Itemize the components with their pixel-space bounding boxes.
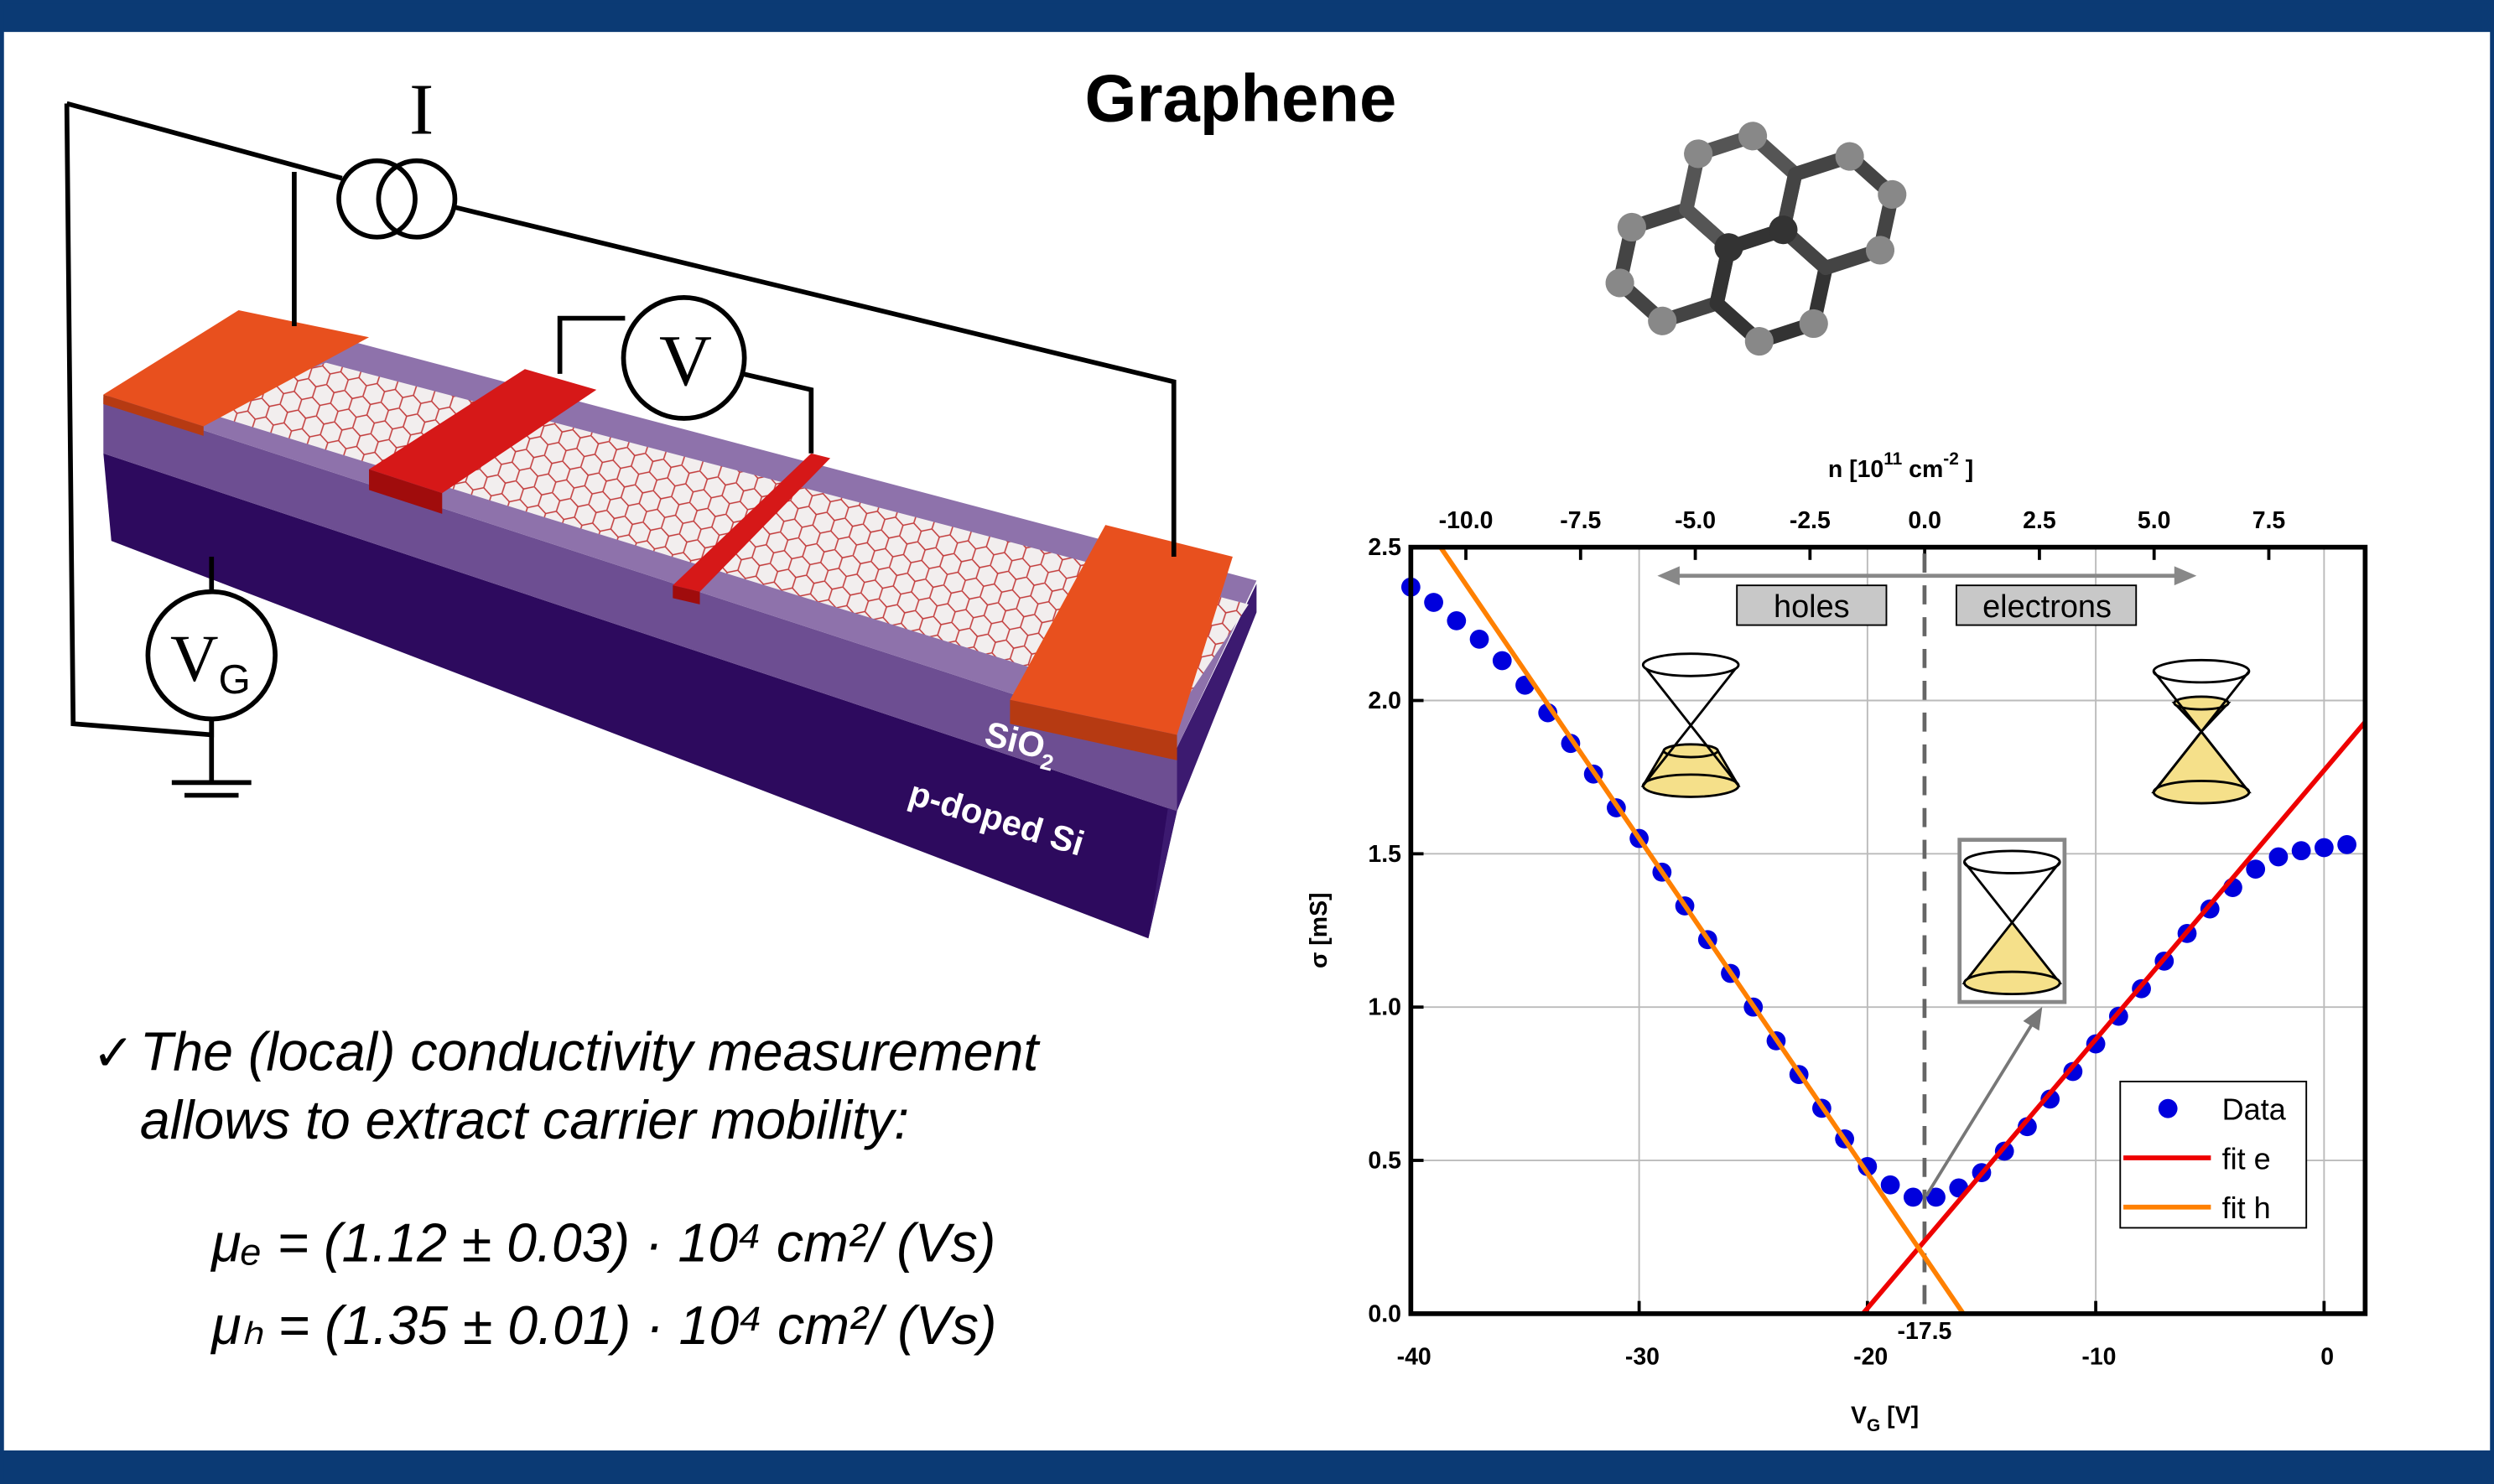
formula: μₕ = (1.35 ± 0.01) · 10⁴ cm²/ (Vs) <box>210 1295 996 1356</box>
label-sub: G <box>218 656 250 703</box>
data-point <box>2315 838 2334 858</box>
title-text: n [10 <box>1828 456 1883 483</box>
data-point <box>1470 630 1489 649</box>
legend-marker <box>2159 1099 2178 1118</box>
x-tick-label: -20 <box>1853 1344 1888 1371</box>
y-tick-label: 1.0 <box>1368 994 1401 1021</box>
x2-tick-label: -7.5 <box>1560 507 1601 534</box>
legend-label: Data <box>2222 1092 2287 1126</box>
data-point <box>1904 1188 1923 1207</box>
dirac-label: -17.5 <box>1898 1318 1952 1345</box>
title-unit: [V] <box>1880 1403 1919 1430</box>
y-tick-label: 2.5 <box>1368 534 1401 561</box>
slide: Graphene SiO2 p-doped Si I V VG ✓ The (l… <box>0 0 2494 1484</box>
data-point <box>2337 835 2356 854</box>
top-band <box>0 0 2494 32</box>
x2-tick-label: 2.5 <box>2023 507 2056 534</box>
region-label: electrons <box>1982 589 2112 625</box>
page: {"title":"Graphene", "circuit":{"current… <box>0 0 2494 1484</box>
title-sub: G <box>1867 1416 1880 1435</box>
legend-label: fit h <box>2222 1191 2271 1225</box>
bottom-band <box>0 1450 2494 1484</box>
data-point <box>1424 593 1443 612</box>
data-point <box>1447 611 1466 630</box>
data-point <box>2292 841 2311 860</box>
x2-tick-label: -10.0 <box>1439 507 1494 534</box>
x-tick-label: 0 <box>2320 1344 2334 1371</box>
chart: 0.0 0.5 1.0 1.5 2.0 2.5 -40 -30 -20 -10 0 -10.0 -7.5… <box>1306 449 2366 1435</box>
title-text: cm <box>1902 456 1943 483</box>
slide-title: Graphene <box>1084 60 1396 135</box>
x2-tick-label: 0.0 <box>1908 507 1941 534</box>
x2-tick-label: 5.0 <box>2138 507 2171 534</box>
bullet-line: The (local) conductivity measurement <box>140 1022 1041 1082</box>
x2-tick-label: 7.5 <box>2252 507 2286 534</box>
y-axis-title: σ [mS] <box>1306 892 1333 968</box>
legend-label: fit e <box>2222 1141 2271 1175</box>
y-tick-label: 0.0 <box>1368 1300 1401 1327</box>
x-tick-label: -40 <box>1397 1344 1431 1371</box>
voltage-label: V <box>659 319 712 401</box>
x-tick-label: -10 <box>2081 1344 2116 1371</box>
title-text: ] <box>1959 456 1973 483</box>
y-tick-label: 2.0 <box>1368 688 1401 714</box>
data-point <box>1881 1175 1900 1195</box>
x2-tick-label: -5.0 <box>1675 507 1716 534</box>
title-text: V <box>1851 1403 1867 1430</box>
title-sup: -2 <box>1943 449 1959 469</box>
bullet-mark: ✓ <box>92 1025 135 1082</box>
data-point <box>2269 848 2289 867</box>
title-sup: 11 <box>1883 449 1902 469</box>
y-tick-label: 1.5 <box>1368 841 1401 868</box>
cone-dirac <box>1960 840 2065 1002</box>
x2-tick-label: -2.5 <box>1790 507 1831 534</box>
current-label: I <box>409 69 434 150</box>
formula: μₑ = (1.12 ± 0.03) · 10⁴ cm²/ (Vs) <box>210 1212 995 1273</box>
data-point <box>1493 651 1512 671</box>
label-text: V <box>170 622 219 696</box>
bullet-line: allows to extract carrier mobility: <box>140 1090 909 1150</box>
x-tick-label: -30 <box>1625 1344 1660 1371</box>
region-label: holes <box>1774 589 1850 625</box>
y-tick-label: 0.5 <box>1368 1148 1401 1175</box>
